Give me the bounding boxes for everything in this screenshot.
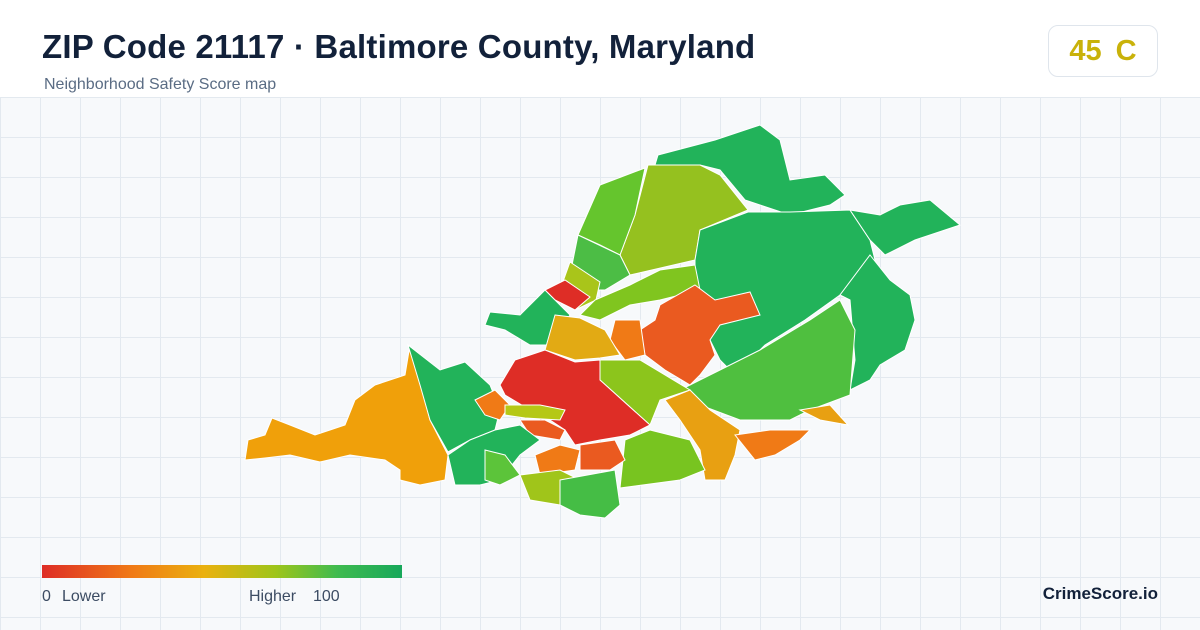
neighborhood — [734, 429, 812, 461]
legend-min: 0 — [42, 588, 51, 605]
score: 45 — [1069, 34, 1102, 67]
subtitle: Neighborhood Safety Score map — [44, 76, 277, 93]
legend-max-label: Higher — [249, 588, 297, 605]
score-badge: 45 C — [1048, 25, 1158, 77]
neighborhood — [499, 349, 651, 446]
neighborhood — [484, 449, 521, 486]
neighborhood — [609, 319, 646, 361]
neighborhood — [484, 289, 571, 346]
neighborhood — [664, 389, 741, 481]
neighborhood — [504, 404, 566, 421]
legend-min-label: Lower — [62, 588, 106, 605]
brand: CrimeScore.io — [1042, 584, 1158, 603]
neighborhood — [559, 469, 621, 519]
neighborhood — [848, 199, 962, 256]
neighborhood — [639, 284, 761, 386]
neighborhood — [579, 439, 626, 471]
neighborhood — [534, 444, 581, 476]
neighborhood — [654, 124, 846, 216]
neighborhood — [839, 254, 916, 391]
neighborhood — [544, 314, 621, 361]
grade: C — [1115, 34, 1137, 67]
legend-max: 100 — [313, 588, 340, 605]
neighborhood — [244, 344, 449, 486]
neighborhood — [679, 299, 856, 421]
title: ZIP Code 21117 · Baltimore County, Maryl… — [42, 28, 756, 65]
legend-gradient — [42, 565, 402, 578]
neighborhood — [619, 429, 706, 489]
neighborhood — [798, 404, 850, 426]
header — [0, 0, 1200, 98]
